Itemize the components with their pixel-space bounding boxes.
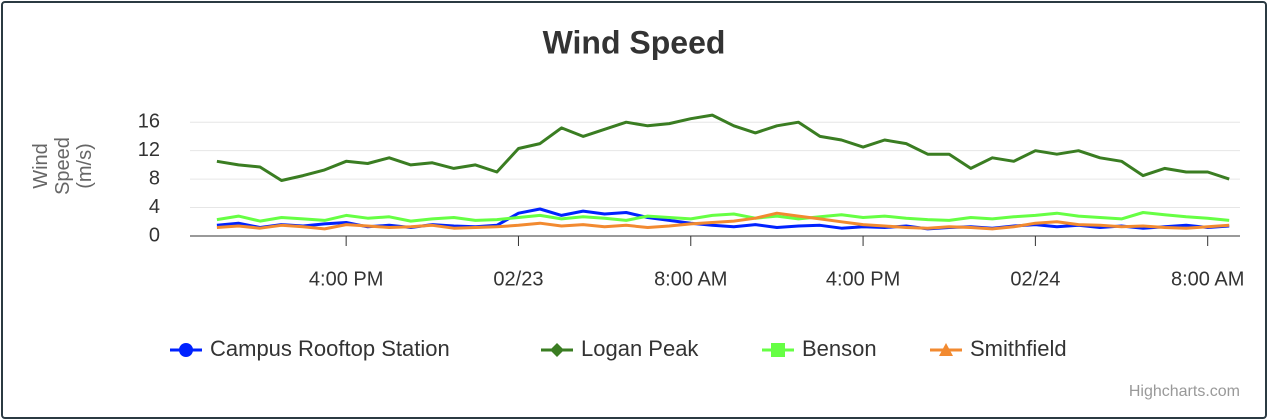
x-tick-label: 4:00 PM	[309, 268, 383, 290]
legend-item[interactable]: Smithfield	[930, 336, 1067, 361]
chart-title: Wind Speed	[543, 24, 726, 60]
series-line	[216, 211, 1230, 223]
y-tick-label: 16	[138, 111, 160, 133]
legend-label: Campus Rooftop Station	[210, 336, 450, 361]
series-line	[216, 113, 1230, 182]
legend-item[interactable]: Benson	[762, 336, 877, 361]
legend-symbol	[550, 343, 564, 357]
series-line	[216, 211, 1230, 231]
credits[interactable]: Highcharts.com	[1129, 383, 1240, 400]
legend-symbol	[939, 343, 953, 356]
x-tick-label: 02/23	[493, 268, 543, 290]
y-tick-label: 8	[149, 167, 160, 189]
x-tick-label: 4:00 PM	[826, 268, 900, 290]
y-tick-label: 0	[149, 224, 160, 246]
legend-label: Logan Peak	[581, 336, 699, 361]
legend-label: Smithfield	[970, 336, 1067, 361]
x-tick-label: 8:00 AM	[654, 268, 727, 290]
legend-item[interactable]: Campus Rooftop Station	[170, 336, 450, 361]
y-tick-label: 12	[138, 139, 160, 161]
y-tick-label: 4	[149, 196, 160, 218]
legend-symbol	[771, 343, 785, 357]
legend-symbol	[179, 343, 193, 357]
y-axis-title: Wind Speed (m/s)	[30, 137, 96, 195]
series-line	[216, 207, 1230, 231]
legend-item[interactable]: Logan Peak	[541, 336, 699, 361]
x-tick-label: 02/24	[1010, 268, 1060, 290]
x-tick-label: 8:00 AM	[1171, 268, 1244, 290]
legend-label: Benson	[802, 336, 877, 361]
